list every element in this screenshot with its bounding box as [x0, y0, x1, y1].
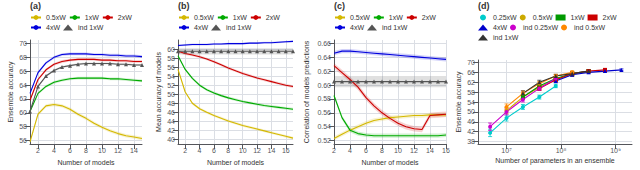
svg-text:ind 0.25xW: ind 0.25xW [523, 24, 558, 31]
svg-text:12: 12 [410, 147, 418, 154]
svg-text:10: 10 [98, 147, 106, 154]
svg-text:4: 4 [52, 147, 56, 154]
svg-text:ind 1xW: ind 1xW [493, 34, 519, 41]
svg-text:Correlation of models predicti: Correlation of models predictions [303, 40, 311, 143]
svg-text:4: 4 [348, 147, 352, 154]
svg-text:2xW: 2xW [266, 14, 280, 21]
svg-text:50: 50 [467, 108, 475, 115]
svg-text:48: 48 [167, 100, 175, 107]
svg-text:2: 2 [36, 147, 40, 154]
svg-text:0.5xW: 0.5xW [46, 14, 66, 21]
svg-text:10⁸: 10⁸ [556, 147, 567, 154]
svg-text:66: 66 [19, 68, 27, 75]
svg-text:6: 6 [364, 147, 368, 154]
svg-text:14: 14 [268, 147, 276, 154]
svg-text:0.64: 0.64 [317, 54, 331, 61]
svg-text:70: 70 [467, 59, 475, 66]
svg-text:60: 60 [167, 46, 175, 53]
svg-text:Ensemble accuracy: Ensemble accuracy [7, 61, 15, 123]
svg-text:54: 54 [167, 73, 175, 80]
svg-text:0.52: 0.52 [317, 137, 331, 144]
svg-text:(c): (c) [334, 1, 345, 11]
svg-text:12: 12 [253, 147, 261, 154]
svg-text:4xW: 4xW [350, 24, 364, 31]
svg-text:16: 16 [282, 147, 290, 154]
svg-text:1xW: 1xW [571, 14, 585, 21]
svg-text:52: 52 [167, 82, 175, 89]
svg-text:8: 8 [380, 147, 384, 154]
svg-text:56: 56 [19, 137, 27, 144]
svg-text:44: 44 [167, 118, 175, 125]
svg-text:12: 12 [114, 147, 122, 154]
svg-text:10: 10 [239, 147, 247, 154]
svg-text:68: 68 [19, 54, 27, 61]
svg-text:70: 70 [19, 40, 27, 47]
svg-text:58: 58 [19, 123, 27, 130]
svg-text:42: 42 [167, 127, 175, 134]
svg-text:46: 46 [467, 118, 475, 125]
svg-text:54: 54 [467, 99, 475, 106]
svg-text:Ensemble accuracy: Ensemble accuracy [455, 71, 463, 133]
svg-text:0.56: 0.56 [317, 109, 331, 116]
svg-text:4: 4 [198, 147, 202, 154]
svg-text:58: 58 [467, 89, 475, 96]
svg-text:64: 64 [19, 82, 27, 89]
svg-text:62: 62 [467, 79, 475, 86]
svg-text:0.25xW: 0.25xW [493, 14, 517, 21]
svg-text:4xW: 4xW [493, 24, 507, 31]
svg-text:2xW: 2xW [603, 14, 617, 21]
svg-text:0.62: 0.62 [317, 68, 331, 75]
svg-text:Number of models: Number of models [57, 159, 115, 166]
svg-text:8: 8 [226, 147, 230, 154]
svg-text:Number of models: Number of models [207, 159, 265, 166]
svg-text:60: 60 [19, 109, 27, 116]
svg-text:2: 2 [332, 147, 336, 154]
svg-text:0.5xW: 0.5xW [533, 14, 553, 21]
svg-text:ind 1xW: ind 1xW [78, 24, 104, 31]
svg-text:ind 1xW: ind 1xW [382, 24, 408, 31]
svg-text:1xW: 1xW [85, 14, 99, 21]
svg-text:16: 16 [442, 147, 450, 154]
svg-text:Mean accuracy of models: Mean accuracy of models [155, 52, 163, 132]
svg-text:46: 46 [167, 109, 175, 116]
svg-text:(d): (d) [478, 1, 490, 11]
svg-text:56: 56 [167, 64, 175, 71]
svg-text:0.58: 0.58 [317, 95, 331, 102]
svg-text:66: 66 [467, 69, 475, 76]
svg-text:2: 2 [183, 147, 187, 154]
svg-text:6: 6 [212, 147, 216, 154]
svg-text:0.5xW: 0.5xW [350, 14, 370, 21]
svg-text:50: 50 [167, 91, 175, 98]
svg-text:ind 1xW: ind 1xW [226, 24, 252, 31]
svg-text:10⁷: 10⁷ [501, 147, 512, 154]
svg-text:40: 40 [167, 136, 175, 143]
svg-text:14: 14 [426, 147, 434, 154]
svg-text:0.60: 0.60 [317, 82, 331, 89]
svg-text:0.5xW: 0.5xW [194, 14, 214, 21]
svg-text:10⁹: 10⁹ [610, 147, 621, 154]
svg-text:ind 0.5xW: ind 0.5xW [574, 24, 606, 31]
svg-text:2xW: 2xW [422, 14, 436, 21]
svg-text:42: 42 [467, 128, 475, 135]
svg-text:1xW: 1xW [233, 14, 247, 21]
svg-text:0.54: 0.54 [317, 123, 331, 130]
svg-text:4xW: 4xW [194, 24, 208, 31]
svg-text:(a): (a) [30, 1, 41, 11]
svg-text:(b): (b) [178, 1, 190, 11]
svg-text:62: 62 [19, 95, 27, 102]
svg-text:8: 8 [84, 147, 88, 154]
svg-text:Number of parameters in an ens: Number of parameters in an ensemble [495, 157, 615, 165]
svg-text:Number of models: Number of models [361, 159, 419, 166]
svg-text:58: 58 [167, 55, 175, 62]
svg-text:10: 10 [394, 147, 402, 154]
svg-text:38: 38 [467, 138, 475, 145]
svg-text:6: 6 [68, 147, 72, 154]
svg-text:2xW: 2xW [118, 14, 132, 21]
svg-text:4xW: 4xW [46, 24, 60, 31]
svg-text:1xW: 1xW [389, 14, 403, 21]
svg-text:0.66: 0.66 [317, 40, 331, 47]
svg-text:14: 14 [130, 147, 138, 154]
